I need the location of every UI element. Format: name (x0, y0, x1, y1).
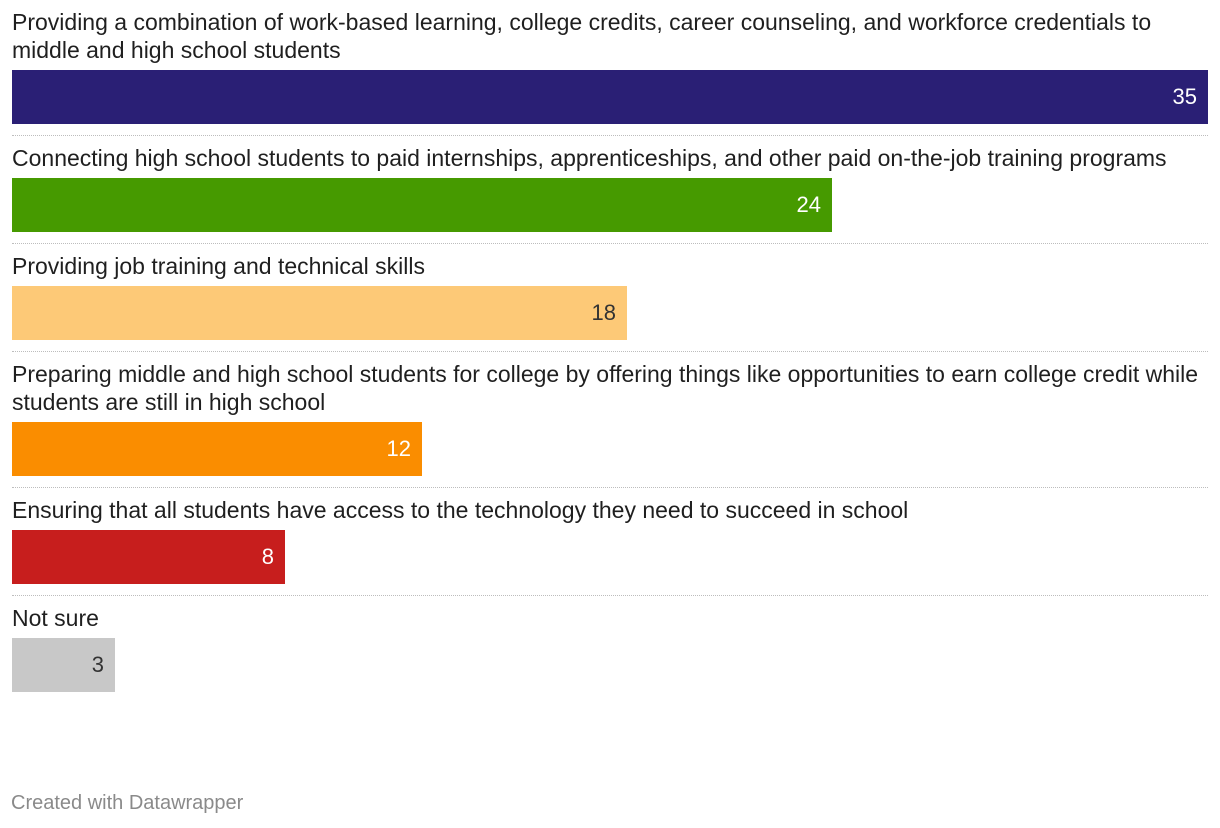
row-divider (12, 135, 1208, 136)
row-divider (12, 595, 1208, 596)
bar[interactable]: 24 (12, 178, 832, 232)
category-label: Ensuring that all students have access t… (12, 497, 909, 523)
bar[interactable]: 8 (12, 530, 285, 584)
category-label: Not sure (12, 605, 99, 631)
bar-row: Providing job training and technical ski… (12, 252, 1208, 352)
category-label: Preparing middle and high school student… (12, 361, 1199, 415)
category-label: Providing a combination of work-based le… (12, 9, 1152, 63)
bar-track: 12 (12, 422, 1208, 476)
value-label: 35 (1172, 84, 1197, 109)
bar-track: 35 (12, 70, 1208, 124)
credit-line[interactable]: Created with Datawrapper (11, 792, 244, 814)
value-label: 3 (91, 652, 104, 677)
bar[interactable]: 3 (12, 638, 115, 692)
row-divider (12, 351, 1208, 352)
bar[interactable]: 35 (12, 70, 1208, 124)
value-label: 12 (386, 436, 411, 461)
bar-row: Connecting high school students to paid … (12, 144, 1208, 244)
bar-row: Not sure 3 (12, 604, 1208, 692)
bar[interactable]: 12 (12, 422, 422, 476)
bar[interactable]: 18 (12, 286, 627, 340)
bar-track: 18 (12, 286, 1208, 340)
bar-track: 3 (12, 638, 1208, 692)
bar-row: Preparing middle and high school student… (12, 360, 1208, 488)
value-label: 18 (591, 300, 616, 325)
row-divider (12, 243, 1208, 244)
bar-track: 8 (12, 530, 1208, 584)
category-label: Connecting high school students to paid … (12, 145, 1167, 171)
row-divider (12, 487, 1208, 488)
category-label: Providing job training and technical ski… (12, 253, 425, 279)
bar-row: Providing a combination of work-based le… (12, 8, 1208, 136)
value-label: 24 (796, 192, 821, 217)
bar-row: Ensuring that all students have access t… (12, 496, 1208, 596)
bar-track: 24 (12, 178, 1208, 232)
bar-chart: Providing a combination of work-based le… (12, 8, 1208, 692)
value-label: 8 (261, 544, 274, 569)
